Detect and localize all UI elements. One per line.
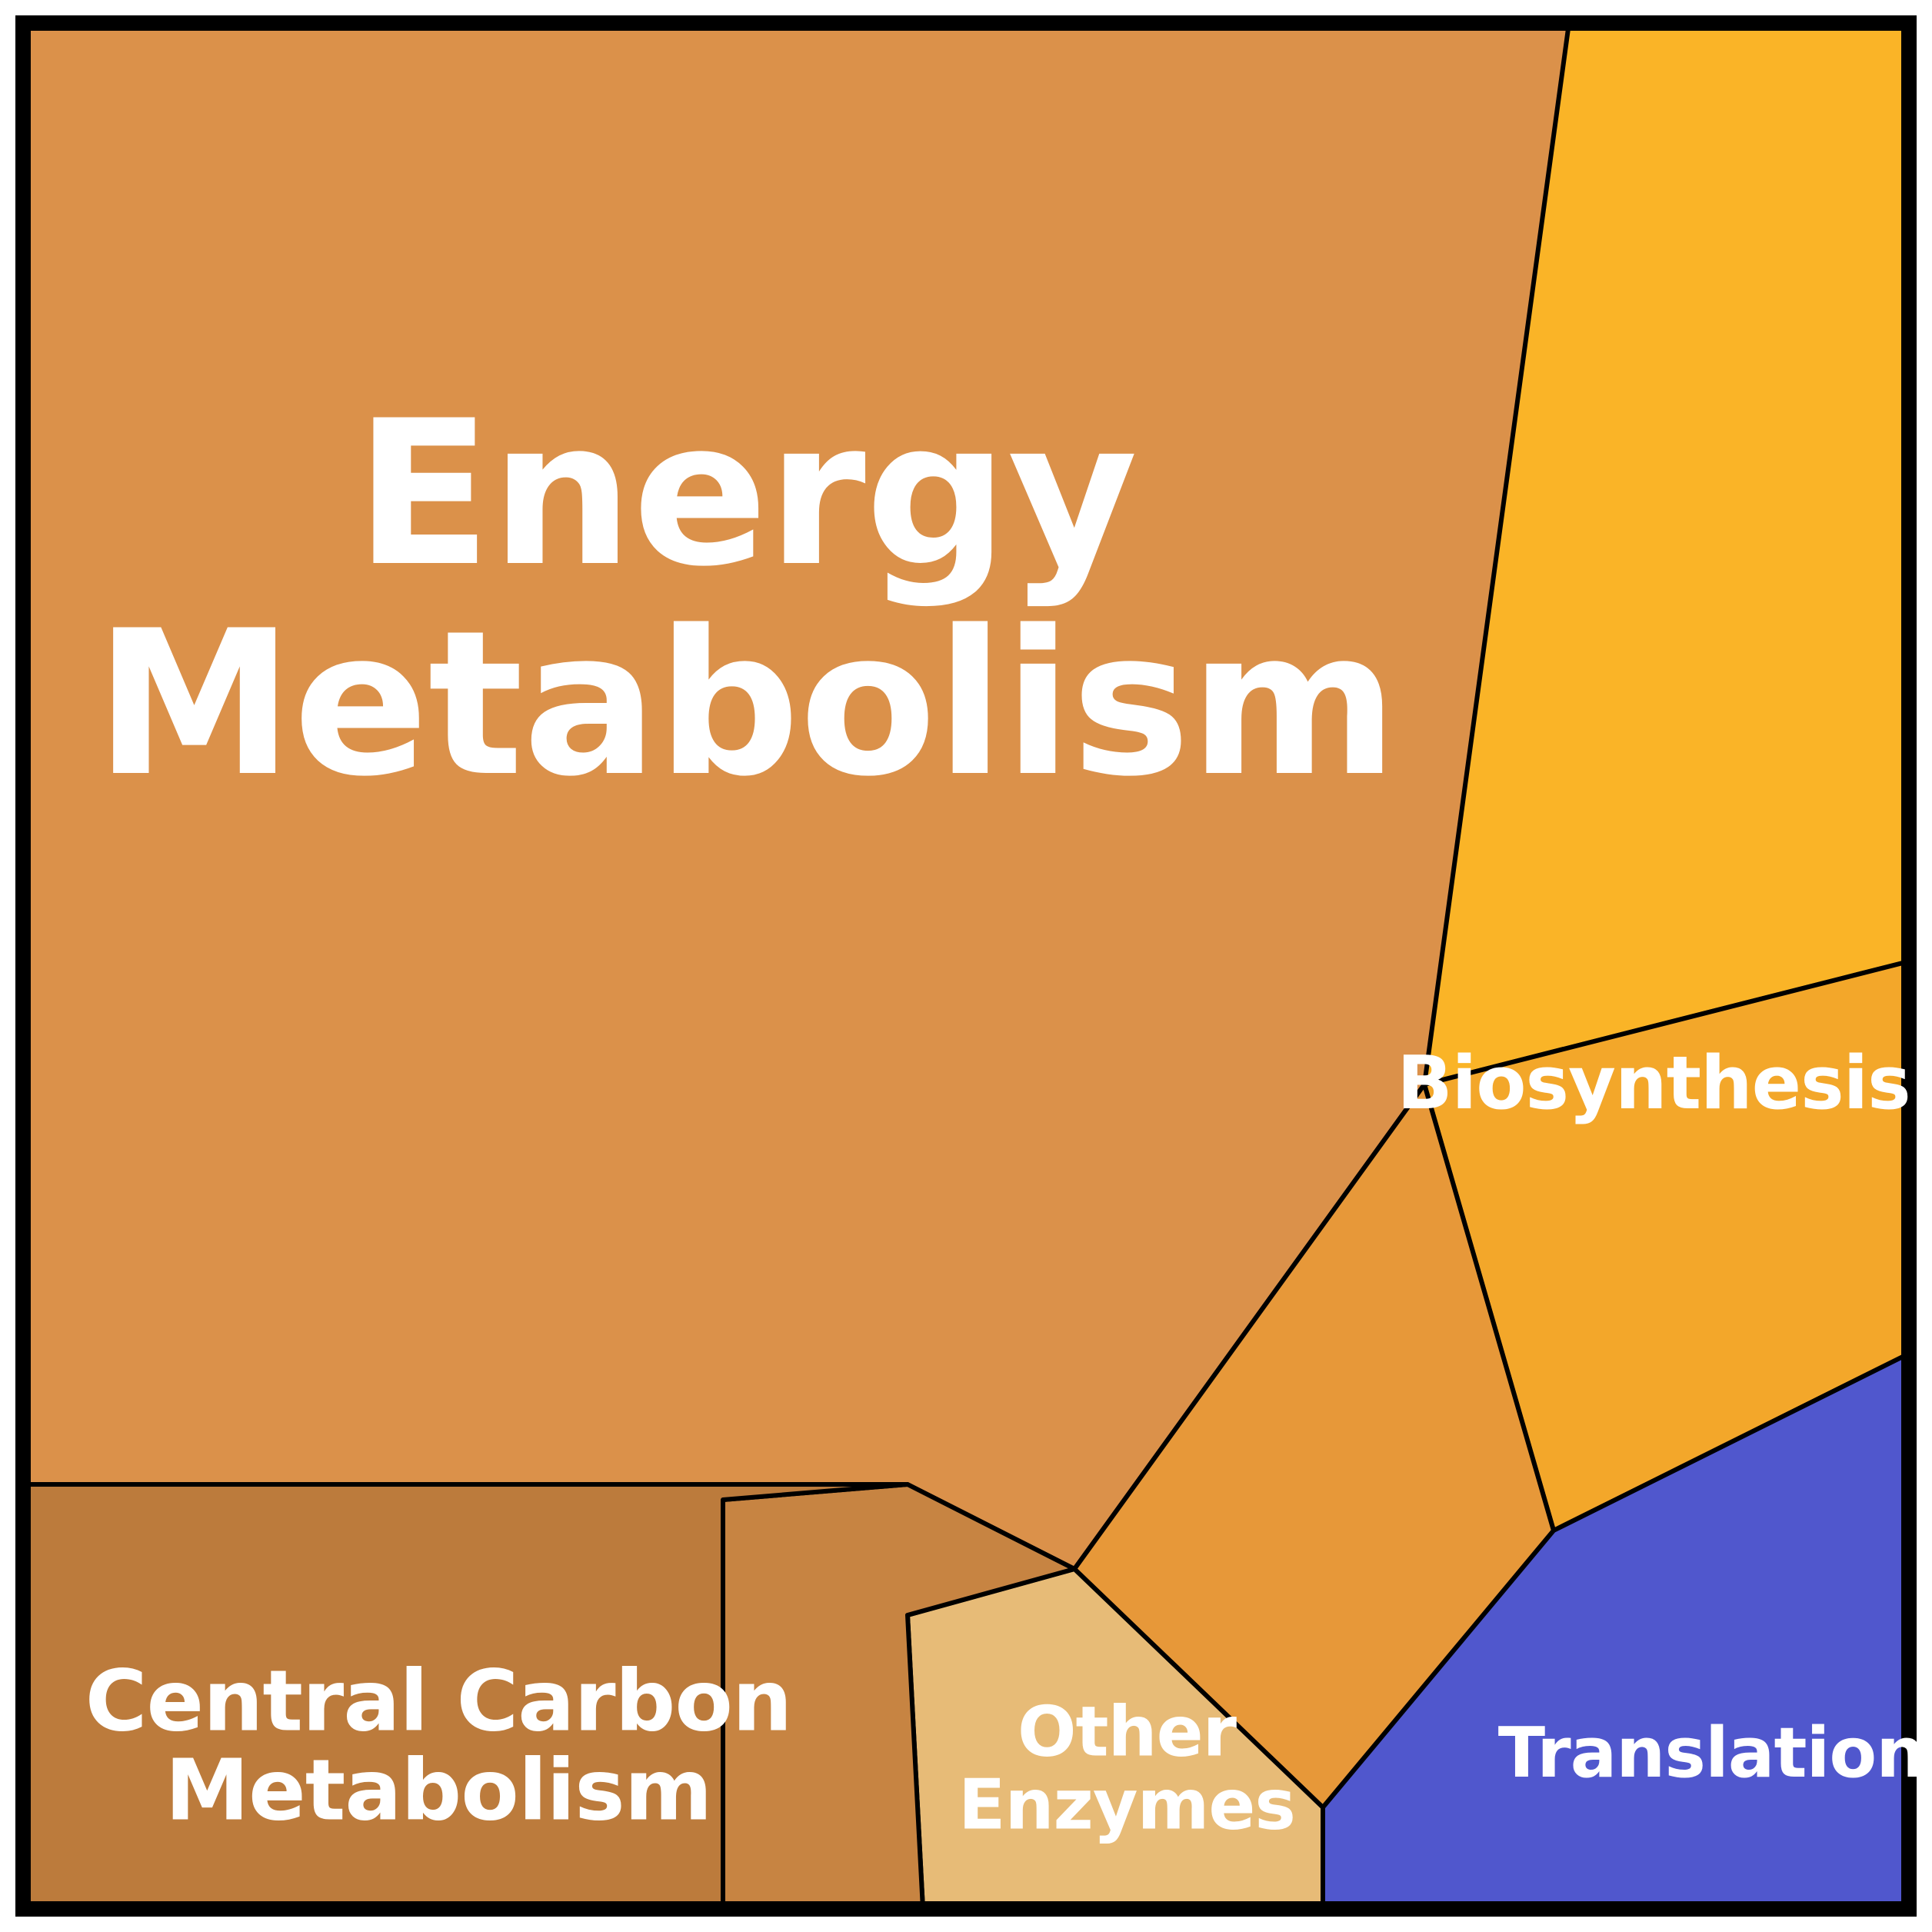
- label-central-carbon-metabolism: Central Carbon Metabolism: [85, 1657, 792, 1835]
- chart-svg: [0, 0, 1932, 1932]
- label-other-enzymes: Other Enzymes: [958, 1697, 1295, 1842]
- voronoi-treemap: Energy Metabolism Biosynthesis Translation…: [0, 0, 1932, 1932]
- label-energy-metabolism: Energy Metabolism: [95, 390, 1397, 810]
- label-biosynthesis-lower: Biosynthesis: [1397, 1046, 1910, 1123]
- label-translation: Translation: [1498, 1717, 1925, 1790]
